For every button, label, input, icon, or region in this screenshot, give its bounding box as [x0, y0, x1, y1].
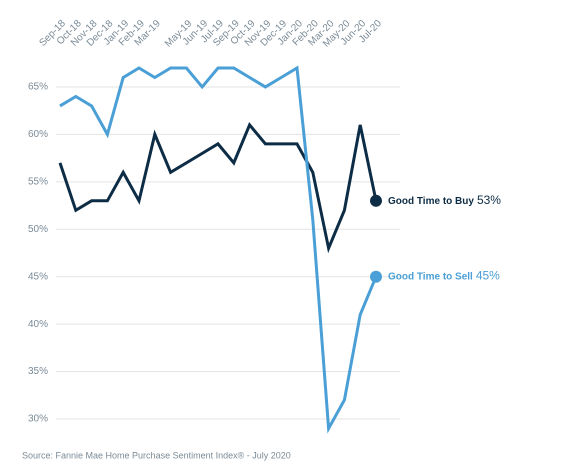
series-name: Good Time to Sell — [388, 271, 473, 282]
series-name: Good Time to Buy — [388, 195, 474, 206]
y-tick-label: 45% — [28, 271, 48, 282]
y-tick-label: 35% — [28, 366, 48, 377]
end-label: Good Time to Sell 45% — [388, 269, 500, 283]
y-tick-label: 60% — [28, 129, 48, 140]
end-point — [370, 270, 382, 283]
value-label: 53% — [477, 193, 501, 207]
y-tick-label: 50% — [28, 224, 48, 235]
y-tick-label: 30% — [28, 414, 48, 425]
end-label: Good Time to Buy 53% — [388, 193, 501, 207]
y-tick-label: 65% — [28, 82, 48, 93]
value-label: 45% — [476, 269, 500, 283]
y-tick-label: 55% — [28, 176, 48, 187]
y-tick-label: 40% — [28, 319, 48, 330]
line-series — [59, 65, 378, 434]
source: Source: Fannie Mae Home Purchase Sentime… — [22, 450, 291, 460]
end-point — [370, 194, 382, 207]
line-series — [58, 122, 378, 254]
